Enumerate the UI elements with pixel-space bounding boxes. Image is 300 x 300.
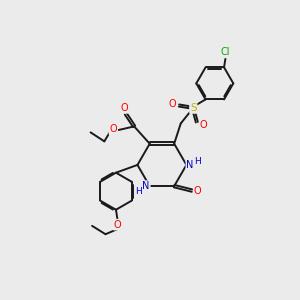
Text: H: H bbox=[135, 187, 142, 196]
Text: O: O bbox=[200, 120, 207, 130]
Text: O: O bbox=[121, 103, 128, 113]
Text: Cl: Cl bbox=[221, 47, 230, 57]
Text: S: S bbox=[190, 103, 196, 113]
Text: O: O bbox=[169, 99, 176, 109]
Text: N: N bbox=[186, 160, 194, 170]
Text: O: O bbox=[110, 124, 117, 134]
Text: H: H bbox=[194, 157, 201, 166]
Text: N: N bbox=[142, 181, 150, 191]
Text: O: O bbox=[194, 186, 201, 196]
Text: O: O bbox=[114, 220, 121, 230]
